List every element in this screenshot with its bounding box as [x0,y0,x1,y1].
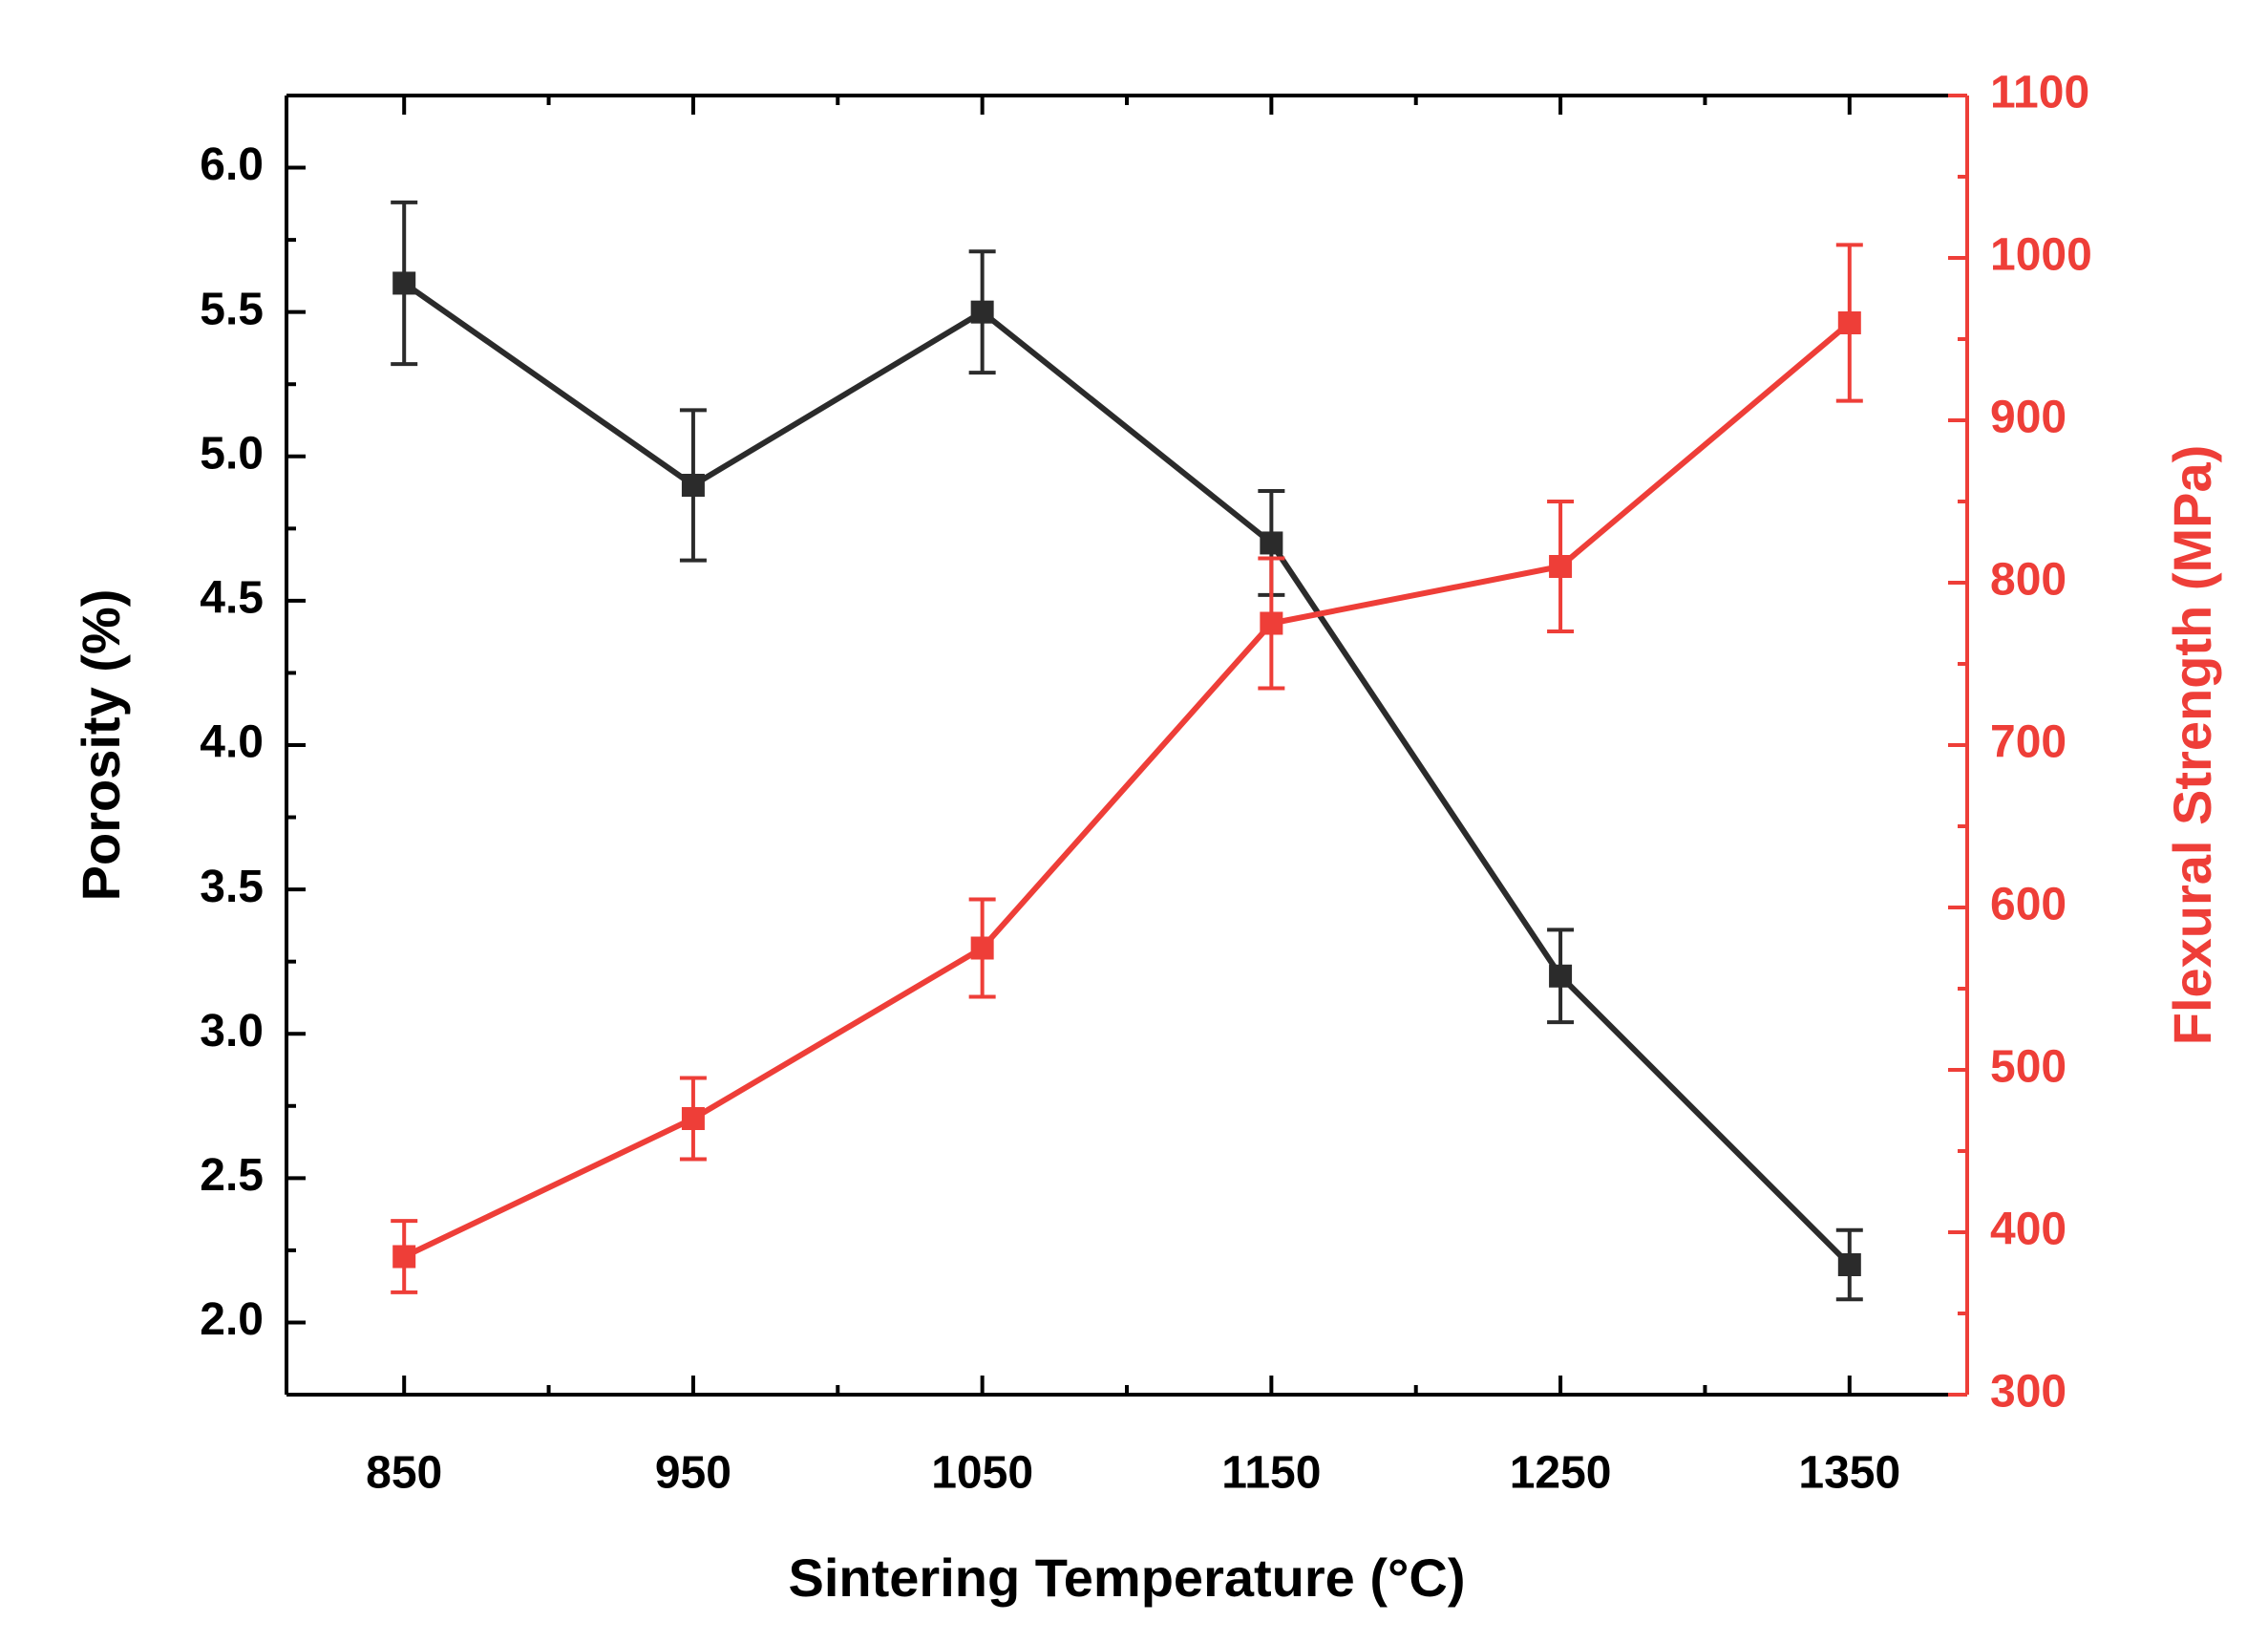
x-tick-label: 1250 [1510,1448,1612,1499]
yr-tick-label: 900 [1990,393,2067,443]
yr-tick-label: 1100 [1990,68,2089,118]
yl-tick-label: 6.0 [200,139,264,190]
yl-tick-label: 2.0 [200,1294,264,1345]
x-tick-label: 1050 [931,1448,1033,1499]
yr-tick-label: 300 [1990,1367,2067,1418]
yr-tick-label: 600 [1990,880,2067,930]
marker-porosity [1838,1253,1861,1276]
yl-tick-label: 5.5 [200,284,264,334]
x-tick-label: 1150 [1221,1448,1321,1499]
yr-tick-label: 800 [1990,555,2067,606]
yl-tick-label: 2.5 [200,1150,264,1201]
yl-tick-label: 3.5 [200,862,264,912]
x-tick-label: 850 [366,1448,442,1499]
marker-porosity [971,301,994,324]
yl-tick-label: 4.5 [200,573,264,624]
yr-tick-label: 500 [1990,1042,2067,1093]
chart-container: 850 950 1050 1150 1250 1350 2.0 2.5 3.0 3.5 4.0 4.5… [0,0,2268,1643]
marker-porosity [1260,531,1282,554]
x-tick-label: 1350 [1798,1448,1900,1499]
yl-tick-label: 3.0 [200,1006,264,1056]
yl-tick-label: 4.0 [200,717,264,768]
yl-tick-label: 5.0 [200,428,264,479]
x-axis-label: Sintering Temperature (°C) [789,1547,1466,1608]
marker-flexural-strength [1549,555,1572,578]
yr-tick-label: 1000 [1990,230,2092,281]
marker-flexural-strength [971,937,994,960]
y-right-axis-label: Flexural Strength (MPa) [2162,445,2222,1046]
marker-porosity [682,474,705,497]
yr-tick-label: 700 [1990,717,2067,768]
y-left-axis-label: Porosity (%) [71,589,131,902]
marker-flexural-strength [1260,612,1282,635]
marker-flexural-strength [682,1107,705,1130]
marker-flexural-strength [1838,311,1861,334]
marker-flexural-strength [392,1246,415,1269]
marker-porosity [1549,965,1572,988]
x-tick-label: 950 [655,1448,731,1499]
dual-axis-chart: 850 950 1050 1150 1250 1350 2.0 2.5 3.0 3.5 4.0 4.5… [0,0,2268,1643]
marker-porosity [392,271,415,294]
yr-tick-label: 400 [1990,1205,2067,1255]
